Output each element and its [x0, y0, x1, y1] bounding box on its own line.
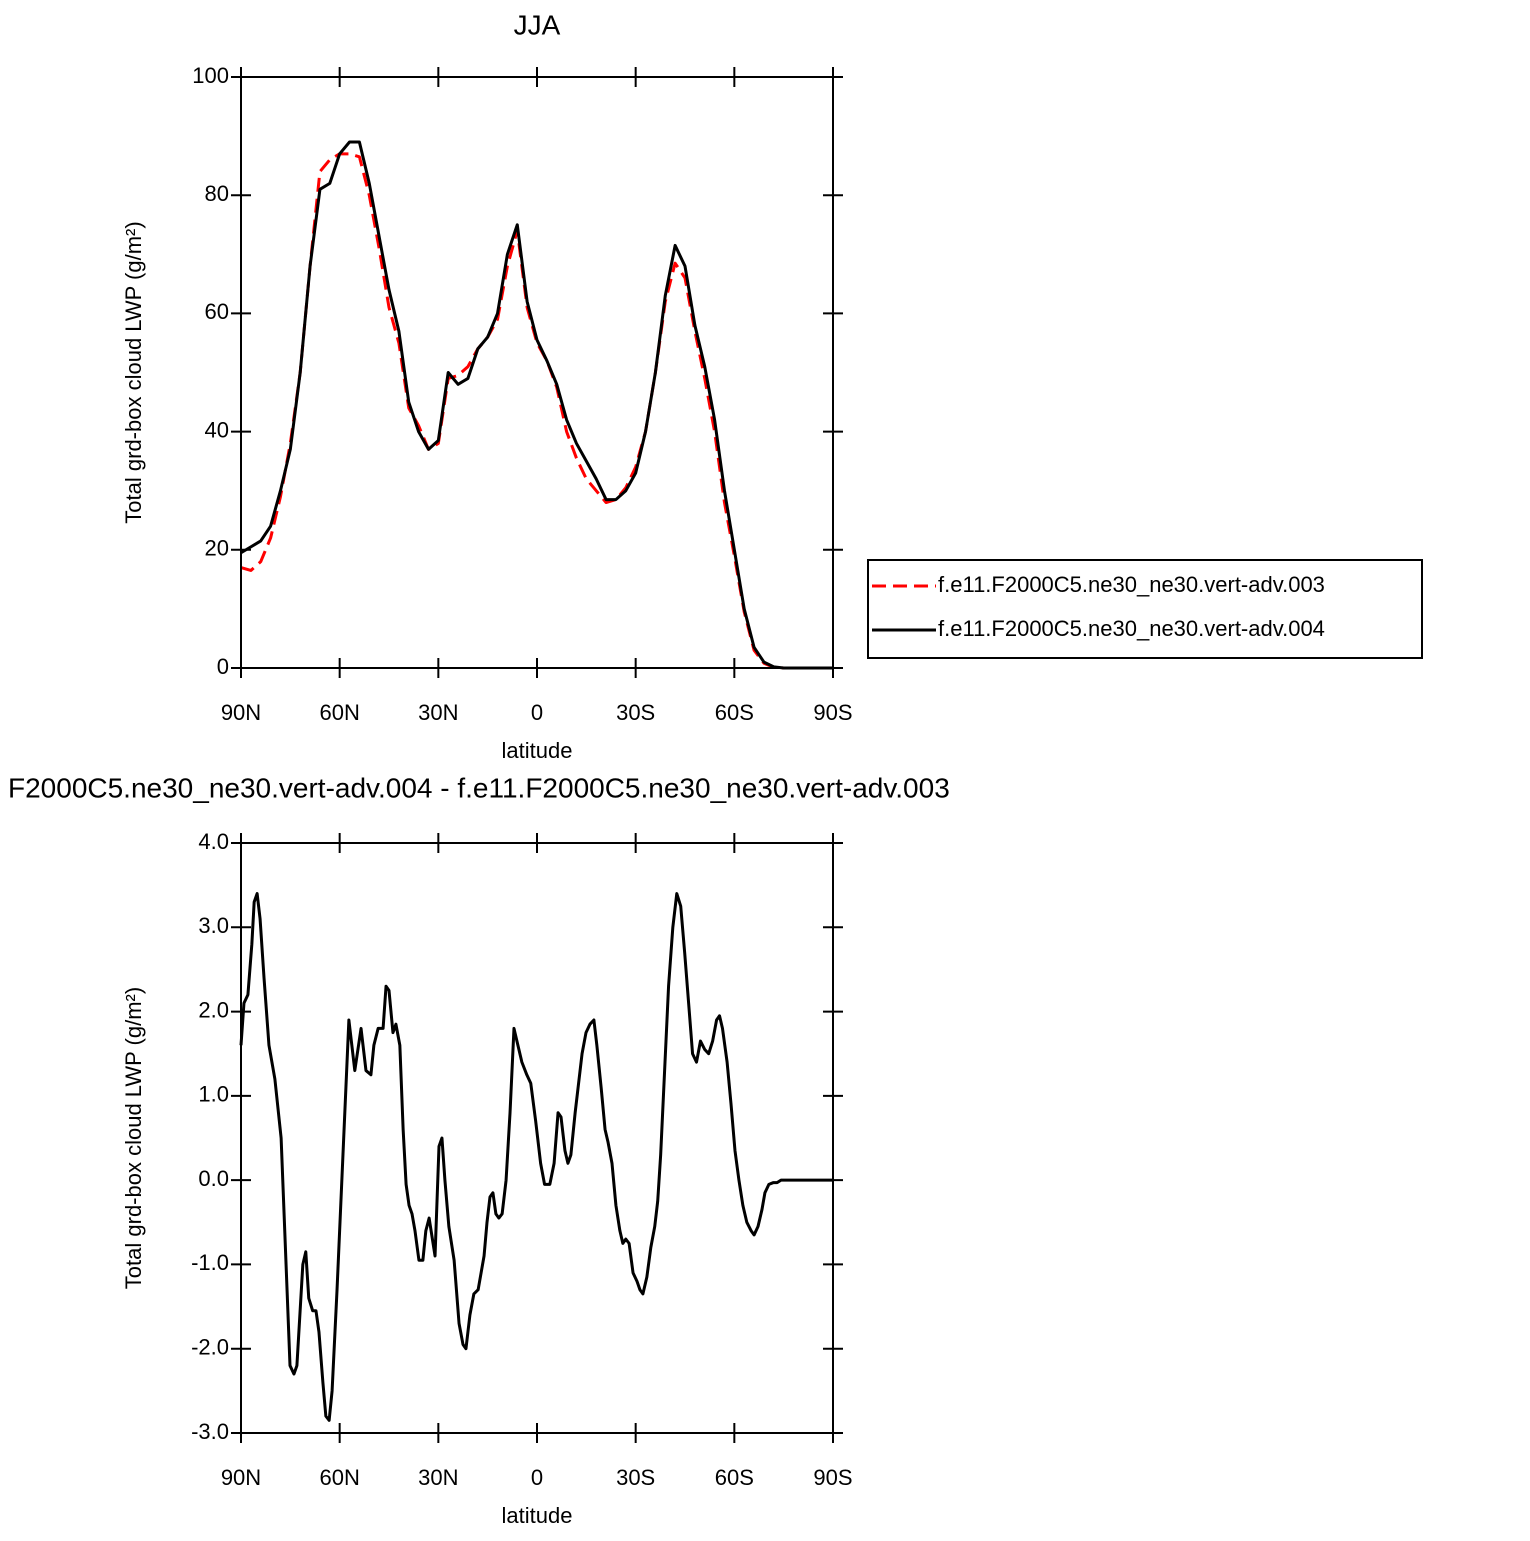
y-tick-label: 20: [205, 536, 229, 561]
data-line: [240, 140, 833, 670]
x-tick-label: 0: [531, 700, 543, 725]
y-tick-label: 40: [205, 417, 229, 442]
x-tick-label: 60S: [715, 700, 754, 725]
y-tick-label: 100: [192, 63, 229, 88]
data-line: [239, 892, 833, 1422]
plot-frame: [240, 76, 834, 669]
x-axis-label: latitude: [502, 1503, 573, 1528]
plot-frame: [240, 842, 834, 1434]
y-tick-label: -2.0: [191, 1335, 229, 1360]
x-tick-label: 90N: [221, 700, 261, 725]
chart-title: F2000C5.ne30_ne30.vert-adv.004 - f.e11.F…: [8, 772, 950, 803]
x-tick-label: 60N: [319, 700, 359, 725]
x-tick-label: 30N: [418, 700, 458, 725]
y-axis-label: Total grd-box cloud LWP (g/m²): [121, 987, 146, 1289]
y-tick-label: 2.0: [198, 997, 229, 1022]
x-tick-label: 90N: [221, 1465, 261, 1490]
y-tick-label: 0: [217, 654, 229, 679]
y-tick-label: 0.0: [198, 1166, 229, 1191]
x-tick-label: 90S: [813, 1465, 852, 1490]
x-tick-label: 0: [531, 1465, 543, 1490]
y-tick-label: 3.0: [198, 913, 229, 938]
x-tick-label: 30S: [616, 700, 655, 725]
chart-title: JJA: [514, 9, 561, 40]
y-tick-label: 1.0: [198, 1082, 229, 1107]
legend-label: f.e11.F2000C5.ne30_ne30.vert-adv.004: [938, 616, 1325, 641]
y-tick-label: -1.0: [191, 1250, 229, 1275]
x-axis-label: latitude: [502, 738, 573, 763]
x-tick-label: 60N: [319, 1465, 359, 1490]
y-tick-label: 60: [205, 299, 229, 324]
x-tick-label: 60S: [715, 1465, 754, 1490]
data-line: [240, 152, 833, 670]
y-tick-label: -3.0: [191, 1419, 229, 1444]
x-tick-label: 30S: [616, 1465, 655, 1490]
legend-label: f.e11.F2000C5.ne30_ne30.vert-adv.003: [938, 572, 1325, 597]
x-tick-label: 90S: [813, 700, 852, 725]
y-tick-label: 80: [205, 181, 229, 206]
x-tick-label: 30N: [418, 1465, 458, 1490]
y-tick-label: 4.0: [198, 829, 229, 854]
legend-box: [867, 559, 1423, 659]
y-axis-label: Total grd-box cloud LWP (g/m²): [121, 221, 146, 523]
